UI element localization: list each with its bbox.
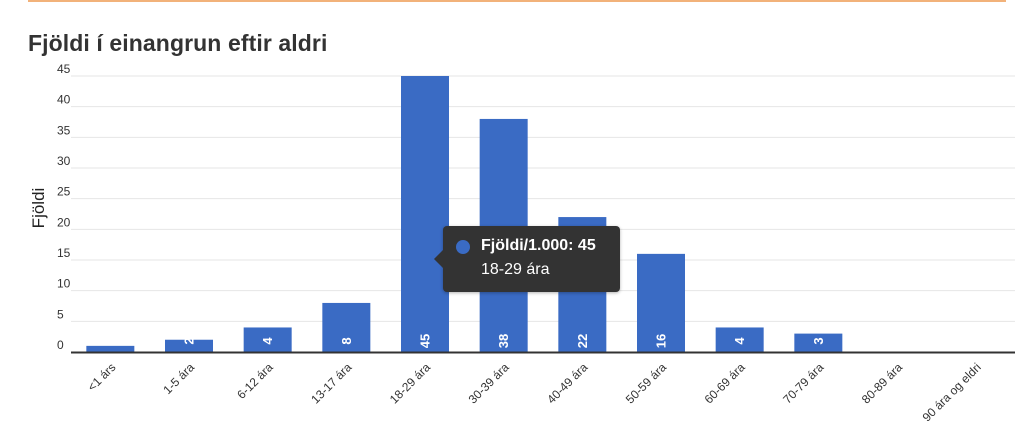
x-tick-label: 90 ára og eldri xyxy=(920,360,984,424)
y-tick-label: 0 xyxy=(57,338,64,352)
bar xyxy=(401,76,449,352)
x-tick-label: 13-17 ára xyxy=(308,360,354,406)
bar xyxy=(637,253,685,352)
y-tick-label: 5 xyxy=(57,307,64,321)
bar-data-label: 38 xyxy=(496,334,511,348)
bar-data-label: 45 xyxy=(418,334,433,348)
bar-data-label: 4 xyxy=(732,337,747,345)
bar xyxy=(243,327,292,352)
y-tick-label: 35 xyxy=(57,123,71,137)
tooltip-series-value: Fjöldi/1.000: 45 xyxy=(481,237,596,254)
bar-data-label: 3 xyxy=(811,337,826,344)
tooltip-category: 18-29 ára xyxy=(481,261,550,278)
x-tick-label: <1 árs xyxy=(85,360,119,394)
bar xyxy=(165,339,213,352)
bar xyxy=(715,327,764,352)
series-dot-icon xyxy=(456,240,470,254)
x-tick-label: 70-79 ára xyxy=(780,360,826,406)
x-tick-label: 6-12 ára xyxy=(234,360,276,402)
y-tick-label: 30 xyxy=(57,154,71,168)
y-tick-label: 25 xyxy=(57,185,71,199)
bar-data-label: 8 xyxy=(339,337,354,344)
x-tick-label: 50-59 ára xyxy=(623,360,669,406)
bar-data-label: 4 xyxy=(260,337,275,345)
y-tick-label: 20 xyxy=(57,215,71,229)
bar-data-label: 16 xyxy=(654,334,669,348)
y-tick-label: 45 xyxy=(57,62,71,76)
bar-data-label: 22 xyxy=(575,334,590,348)
bar xyxy=(322,302,371,352)
x-tick-label: 1-5 ára xyxy=(160,360,197,397)
bar xyxy=(86,345,135,352)
chart-title: Fjöldi í einangrun eftir aldri xyxy=(28,30,328,56)
bar-data-label: 2 xyxy=(182,337,197,344)
x-tick-label: 30-39 ára xyxy=(466,360,512,406)
y-tick-label: 15 xyxy=(57,246,71,260)
y-tick-label: 10 xyxy=(57,277,71,291)
top-accent-rule xyxy=(28,0,1006,2)
tooltip-arrow xyxy=(434,250,443,268)
tooltip: Fjöldi/1.000: 45 18-29 ára xyxy=(434,226,620,292)
x-tick-label: 80-89 ára xyxy=(859,360,905,406)
x-tick-label: 18-29 ára xyxy=(387,360,433,406)
x-tick-label: 60-69 ára xyxy=(702,360,748,406)
bar xyxy=(794,333,843,352)
x-tick-label: 40-49 ára xyxy=(544,360,590,406)
y-tick-label: 40 xyxy=(57,93,71,107)
